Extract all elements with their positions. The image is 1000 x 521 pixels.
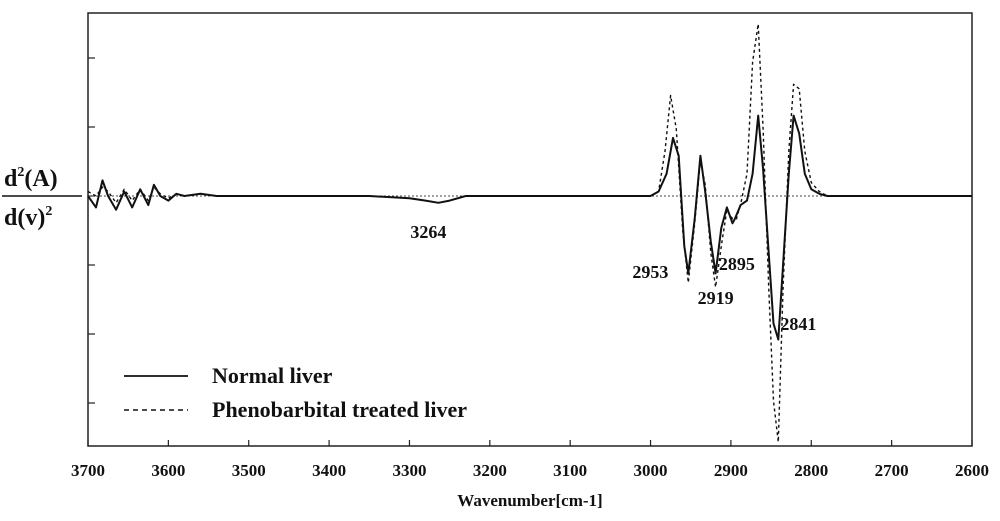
x-tick-label-3100: 3100 [553,461,587,480]
x-tick-label-2700: 2700 [875,461,909,480]
legend: Normal liver Phenobarbital treated liver [124,363,467,422]
series-lines [87,23,972,443]
legend-label-normal: Normal liver [212,363,333,388]
y-tick-marks [88,57,95,404]
x-tick-label-3600: 3600 [151,461,185,480]
x-tick-label-2600: 2600 [955,461,989,480]
x-tick-label-3500: 3500 [232,461,266,480]
x-tick-label-2800: 2800 [794,461,828,480]
plot-frame [87,12,973,447]
x-tick-label-2900: 2900 [714,461,748,480]
x-tick-label-3300: 3300 [392,461,426,480]
x-tick-label-3700: 3700 [71,461,105,480]
ylabel-numerator: d2(A) [4,165,58,192]
x-tick-label-3400: 3400 [312,461,346,480]
annotation-3264: 3264 [410,222,446,242]
x-axis-label: Wavenumber[cm-1] [457,491,602,510]
y-axis-label: d2(A) d(v)2 [2,165,82,231]
x-tick-label-3200: 3200 [473,461,507,480]
annotation-2841: 2841 [780,314,816,334]
annotation-2895: 2895 [719,254,755,274]
x-tick-label-3000: 3000 [634,461,668,480]
annotation-2953: 2953 [632,262,668,282]
legend-label-phenobarbital: Phenobarbital treated liver [212,397,467,422]
series-line-normal-liver [87,114,972,341]
peak-annotations: 3264 2953 2919 2895 2841 [410,222,816,334]
series-line-phenobarbital-treated-liver [87,23,972,443]
x-axis-ticks: 3700 3600 3500 3400 3300 3200 3100 3000 2900 2800… [71,440,989,480]
annotation-2919: 2919 [698,288,734,308]
ylabel-denominator: d(v)2 [4,204,52,231]
